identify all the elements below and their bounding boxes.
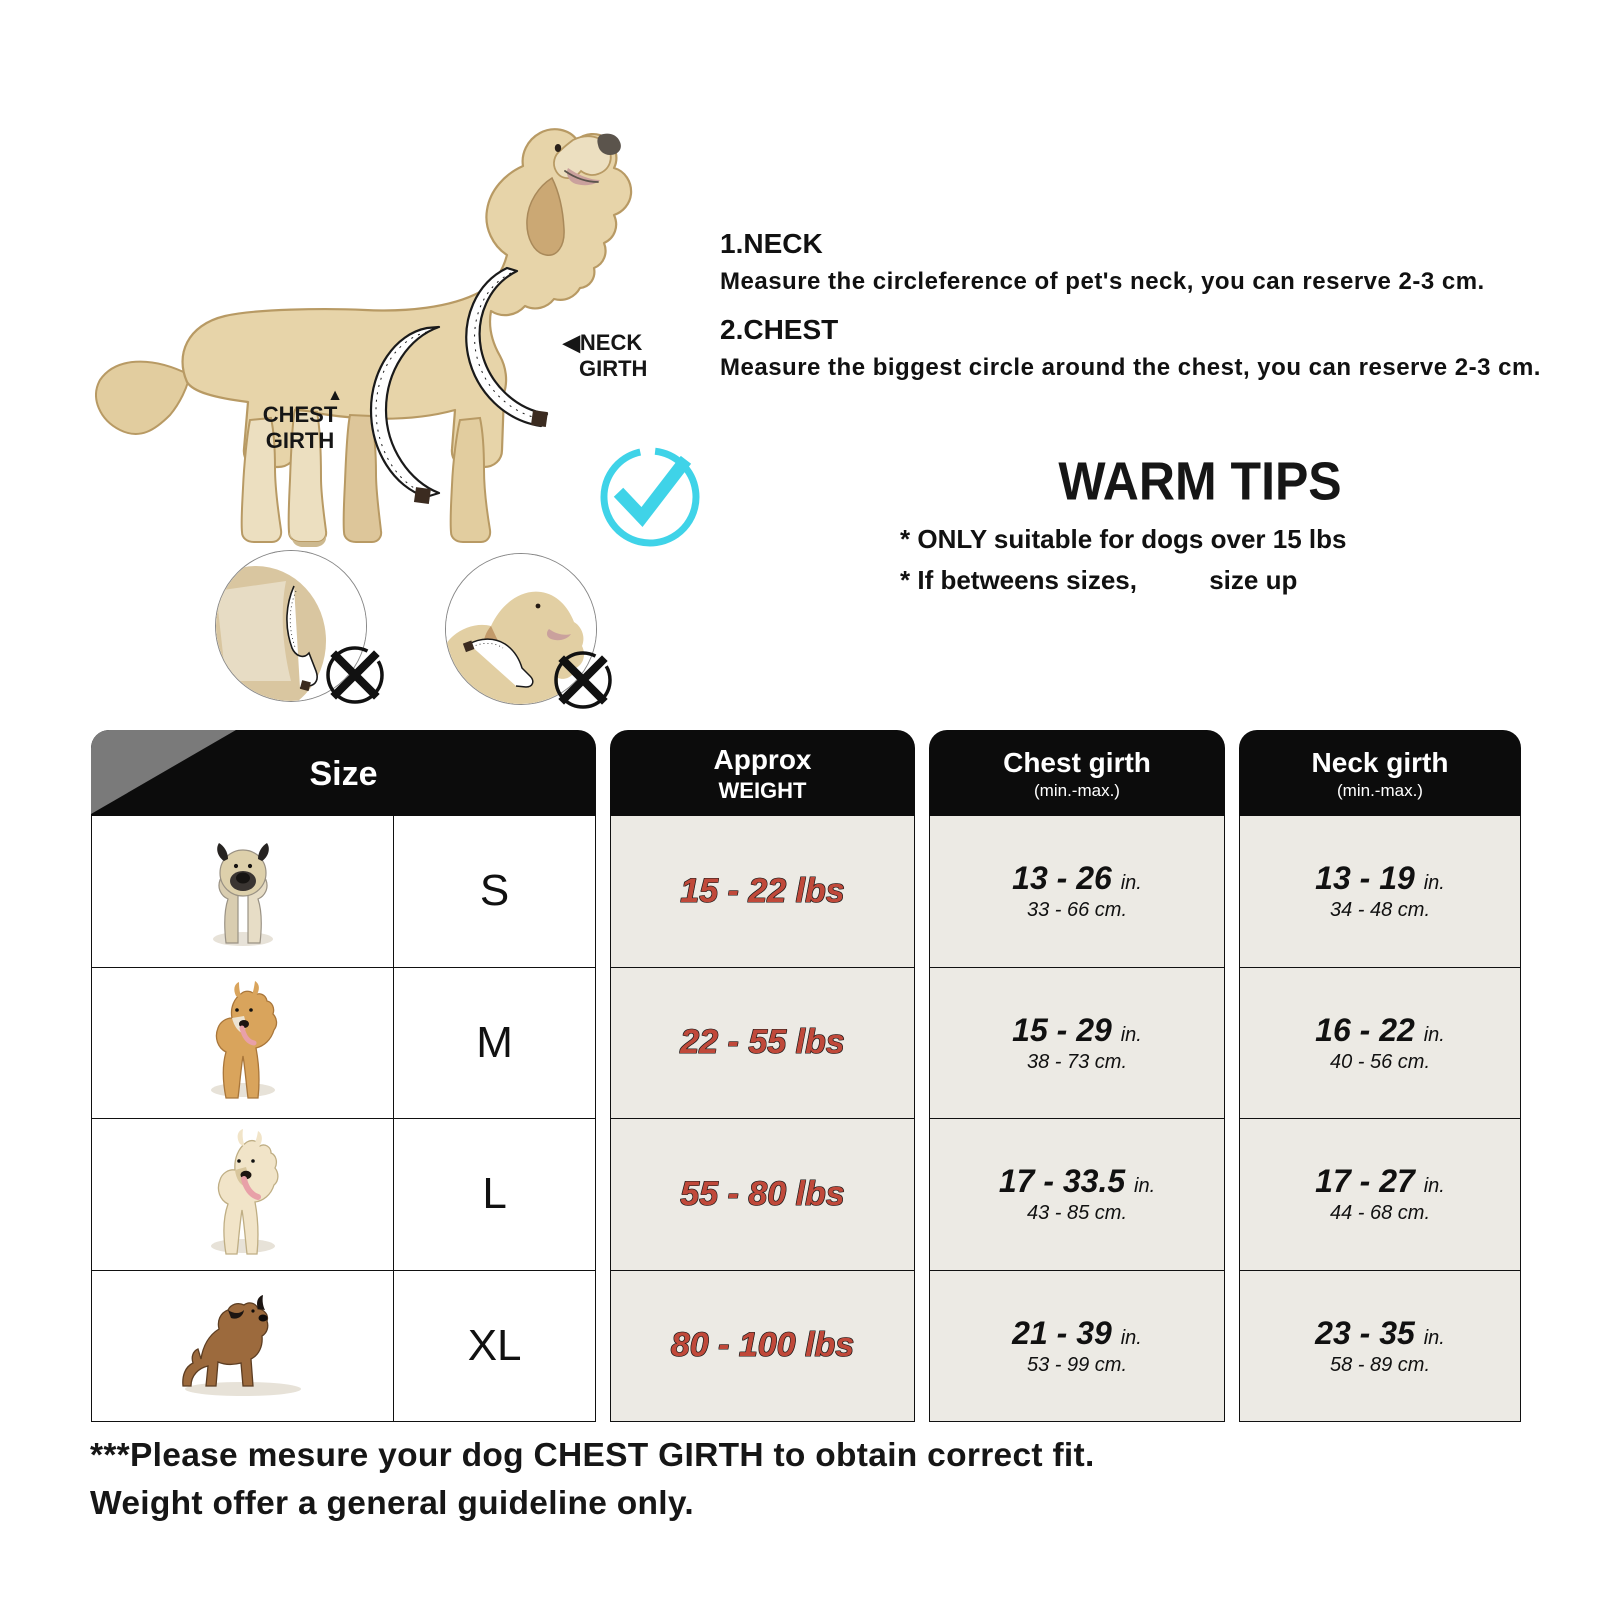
svg-text:CHEST: CHEST xyxy=(263,402,338,427)
svg-text:GIRTH: GIRTH xyxy=(579,356,647,381)
svg-text:▲: ▲ xyxy=(327,387,343,404)
svg-text:GIRTH: GIRTH xyxy=(266,428,334,453)
svg-text:◀NECK: ◀NECK xyxy=(562,330,642,355)
